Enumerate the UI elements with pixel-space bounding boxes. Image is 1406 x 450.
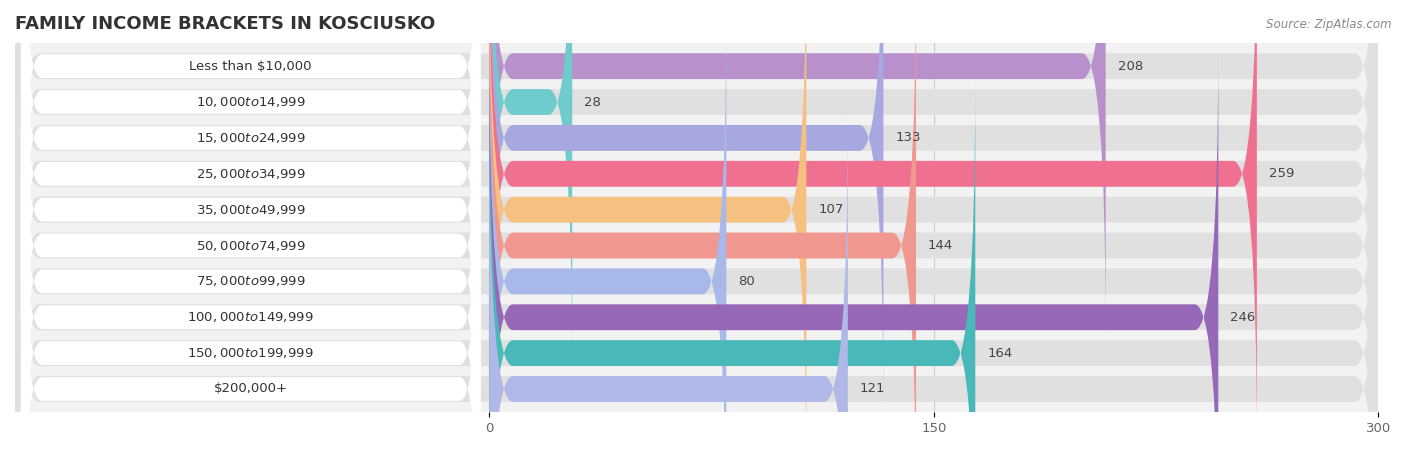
Text: 121: 121 <box>859 382 886 396</box>
Text: $15,000 to $24,999: $15,000 to $24,999 <box>195 131 305 145</box>
Text: 28: 28 <box>583 95 600 108</box>
FancyBboxPatch shape <box>489 0 1105 340</box>
FancyBboxPatch shape <box>489 79 976 450</box>
Text: 144: 144 <box>928 239 953 252</box>
Text: $35,000 to $49,999: $35,000 to $49,999 <box>195 202 305 216</box>
Text: $100,000 to $149,999: $100,000 to $149,999 <box>187 310 314 324</box>
Text: 164: 164 <box>987 346 1012 360</box>
Text: 80: 80 <box>738 275 755 288</box>
Text: FAMILY INCOME BRACKETS IN KOSCIUSKO: FAMILY INCOME BRACKETS IN KOSCIUSKO <box>15 15 436 33</box>
Text: $75,000 to $99,999: $75,000 to $99,999 <box>195 274 305 288</box>
FancyBboxPatch shape <box>15 0 1378 450</box>
FancyBboxPatch shape <box>489 115 848 450</box>
FancyBboxPatch shape <box>21 0 481 341</box>
FancyBboxPatch shape <box>15 0 1378 376</box>
FancyBboxPatch shape <box>15 43 1378 450</box>
FancyBboxPatch shape <box>15 0 1378 340</box>
FancyBboxPatch shape <box>15 0 1378 450</box>
Text: 259: 259 <box>1268 167 1294 180</box>
FancyBboxPatch shape <box>15 115 1378 450</box>
FancyBboxPatch shape <box>489 0 917 450</box>
Text: 208: 208 <box>1118 60 1143 73</box>
Text: $200,000+: $200,000+ <box>214 382 288 396</box>
FancyBboxPatch shape <box>489 43 1219 450</box>
FancyBboxPatch shape <box>15 0 1378 448</box>
Text: 246: 246 <box>1230 311 1256 324</box>
FancyBboxPatch shape <box>489 0 883 412</box>
FancyBboxPatch shape <box>21 0 481 413</box>
Text: 107: 107 <box>818 203 844 216</box>
Text: $50,000 to $74,999: $50,000 to $74,999 <box>195 238 305 252</box>
FancyBboxPatch shape <box>21 78 481 450</box>
FancyBboxPatch shape <box>21 114 481 450</box>
FancyBboxPatch shape <box>21 0 481 306</box>
Text: 133: 133 <box>896 131 921 144</box>
FancyBboxPatch shape <box>21 150 481 450</box>
FancyBboxPatch shape <box>489 0 572 376</box>
FancyBboxPatch shape <box>21 6 481 450</box>
FancyBboxPatch shape <box>489 7 727 450</box>
FancyBboxPatch shape <box>489 0 807 450</box>
Text: Less than $10,000: Less than $10,000 <box>190 60 312 73</box>
Text: $25,000 to $34,999: $25,000 to $34,999 <box>195 167 305 181</box>
FancyBboxPatch shape <box>21 42 481 450</box>
FancyBboxPatch shape <box>15 7 1378 450</box>
FancyBboxPatch shape <box>21 0 481 449</box>
Text: Source: ZipAtlas.com: Source: ZipAtlas.com <box>1267 18 1392 31</box>
FancyBboxPatch shape <box>21 0 481 377</box>
Text: $150,000 to $199,999: $150,000 to $199,999 <box>187 346 314 360</box>
FancyBboxPatch shape <box>489 0 1257 448</box>
FancyBboxPatch shape <box>15 0 1378 412</box>
Text: $10,000 to $14,999: $10,000 to $14,999 <box>195 95 305 109</box>
FancyBboxPatch shape <box>15 79 1378 450</box>
